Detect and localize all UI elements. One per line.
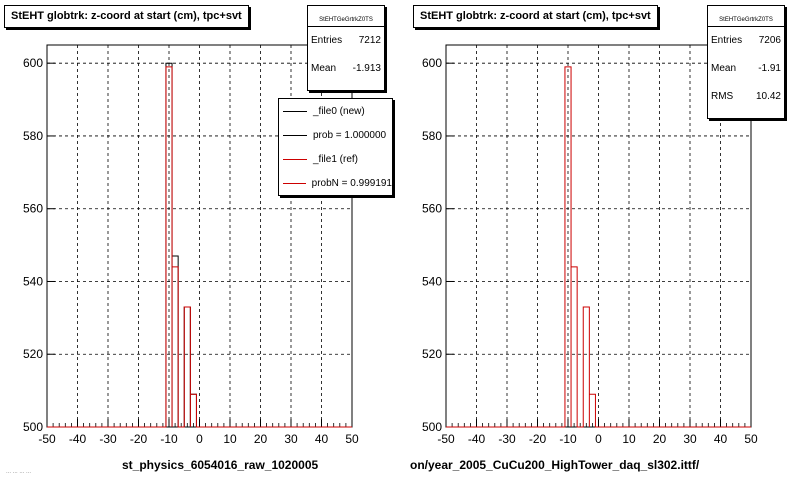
left-x-tick-label-1: -40 bbox=[69, 432, 87, 446]
legend: _file0 (new) prob = 1.000000 _file1 (ref… bbox=[278, 98, 393, 196]
right-x-tick-label-6: 10 bbox=[622, 432, 636, 446]
left-y-tick-label-5: 600 bbox=[23, 56, 43, 70]
left-series-ref bbox=[47, 66, 352, 428]
left-y-tick-label-2: 540 bbox=[23, 274, 43, 288]
left-x-tick-label-2: -30 bbox=[99, 432, 117, 446]
left-x-tick-label-9: 40 bbox=[315, 432, 329, 446]
right-stats-name: StEHTGeGrtrkZ0TS bbox=[708, 6, 784, 27]
legend-swatch-probn bbox=[283, 182, 306, 184]
left-stats-entries-row: Entries 7212 bbox=[308, 27, 384, 55]
right-y-tick-label-1: 520 bbox=[422, 347, 442, 361]
left-histogram-title: StEHT globtrk: z-coord at start (cm), tp… bbox=[4, 5, 249, 28]
right-x-tick-label-0: -50 bbox=[437, 432, 455, 446]
left-x-tick-label-4: -10 bbox=[160, 432, 178, 446]
legend-label-probn: probN = 0.999191 bbox=[311, 177, 392, 189]
legend-swatch-file0 bbox=[283, 110, 307, 112]
right-y-tick-label-2: 540 bbox=[422, 274, 442, 288]
left-stats-mean-row: Mean -1.913 bbox=[308, 55, 384, 83]
right-entries-value: 7206 bbox=[758, 35, 781, 46]
left-y-tick-label-4: 580 bbox=[23, 129, 43, 143]
right-x-tick-label-1: -40 bbox=[468, 432, 486, 446]
left-y-tick-label-1: 520 bbox=[23, 347, 43, 361]
left-x-axis-title: st_physics_6054016_raw_1020005 bbox=[122, 458, 319, 472]
legend-entry-probn: probN = 0.999191 bbox=[279, 171, 392, 195]
legend-swatch-prob bbox=[283, 134, 307, 136]
right-x-tick-label-7: 20 bbox=[653, 432, 667, 446]
left-x-tick-label-0: -50 bbox=[38, 432, 56, 446]
right-mean-label: Mean bbox=[711, 63, 737, 74]
right-stats-entries-row: Entries 7206 bbox=[708, 27, 784, 55]
left-mean-value: -1.913 bbox=[352, 63, 381, 74]
right-y-tick-label-5: 600 bbox=[422, 56, 442, 70]
legend-entry-file1: _file1 (ref) bbox=[279, 147, 392, 171]
right-y-tick-label-0: 500 bbox=[422, 420, 442, 434]
right-y-tick-label-3: 560 bbox=[422, 202, 442, 216]
left-x-tick-label-6: 10 bbox=[223, 432, 237, 446]
left-entries-label: Entries bbox=[311, 35, 343, 46]
left-x-tick-label-3: -20 bbox=[130, 432, 148, 446]
right-entries-label: Entries bbox=[711, 35, 743, 46]
left-x-tick-label-10: 50 bbox=[345, 432, 359, 446]
legend-label-file0: _file0 (new) bbox=[313, 105, 365, 117]
legend-entry-prob: prob = 1.000000 bbox=[279, 123, 392, 147]
right-x-tick-label-10: 50 bbox=[744, 432, 758, 446]
right-y-tick-label-4: 580 bbox=[422, 129, 442, 143]
right-mean-value: -1.91 bbox=[758, 63, 781, 74]
legend-label-prob: prob = 1.000000 bbox=[313, 129, 387, 141]
left-histogram-plot: -50 -40 -30 -20 -10 0 10 20 30 40 50 500 520 540 560 58… bbox=[23, 44, 359, 446]
left-mean-label: Mean bbox=[311, 63, 337, 74]
right-histogram-plot: -50 -40 -30 -20 -10 0 10 20 30 40 50 500 520 540 560 58… bbox=[422, 44, 758, 446]
footer-text: ... ... ... ... bbox=[6, 469, 32, 475]
left-y-tick-label-0: 500 bbox=[23, 420, 43, 434]
right-series-ref bbox=[446, 66, 751, 428]
right-stats-box: StEHTGeGrtrkZ0TS Entries 7206 Mean -1.91 R… bbox=[707, 5, 785, 119]
right-rms-value: 10.42 bbox=[755, 91, 781, 102]
left-y-tick-label-3: 560 bbox=[23, 202, 43, 216]
left-histogram-pad: -50 -40 -30 -20 -10 0 10 20 30 40 50 500 520 540 560 58… bbox=[4, 5, 393, 472]
right-rms-label: RMS bbox=[711, 91, 734, 102]
left-entries-value: 7212 bbox=[358, 35, 381, 46]
legend-entry-file0: _file0 (new) bbox=[279, 99, 392, 123]
right-stats-rms-row: RMS 10.42 bbox=[708, 83, 784, 111]
right-x-axis-title: on/year_2005_CuCu200_HighTower_daq_sl302… bbox=[410, 458, 700, 472]
right-stats-mean-row: Mean -1.91 bbox=[708, 55, 784, 83]
right-x-tick-label-2: -30 bbox=[498, 432, 516, 446]
left-stats-name: StEHTGeGrtrkZ0TS bbox=[308, 6, 384, 27]
right-x-tick-label-5: 0 bbox=[595, 432, 602, 446]
left-x-tick-label-8: 30 bbox=[284, 432, 298, 446]
right-x-tick-label-9: 40 bbox=[714, 432, 728, 446]
right-x-tick-label-3: -20 bbox=[529, 432, 547, 446]
right-histogram-title: StEHT globtrk: z-coord at start (cm), tp… bbox=[413, 5, 658, 28]
right-x-tick-label-8: 30 bbox=[683, 432, 697, 446]
left-x-tick-label-5: 0 bbox=[196, 432, 203, 446]
right-x-tick-label-4: -10 bbox=[559, 432, 577, 446]
left-x-tick-label-7: 20 bbox=[254, 432, 268, 446]
legend-swatch-file1 bbox=[283, 158, 307, 160]
legend-label-file1: _file1 (ref) bbox=[313, 153, 359, 165]
left-stats-box: StEHTGeGrtrkZ0TS Entries 7212 Mean -1.913 bbox=[307, 5, 385, 91]
right-histogram-pad: -50 -40 -30 -20 -10 0 10 20 30 40 50 500 520 540 560 58… bbox=[400, 0, 800, 480]
